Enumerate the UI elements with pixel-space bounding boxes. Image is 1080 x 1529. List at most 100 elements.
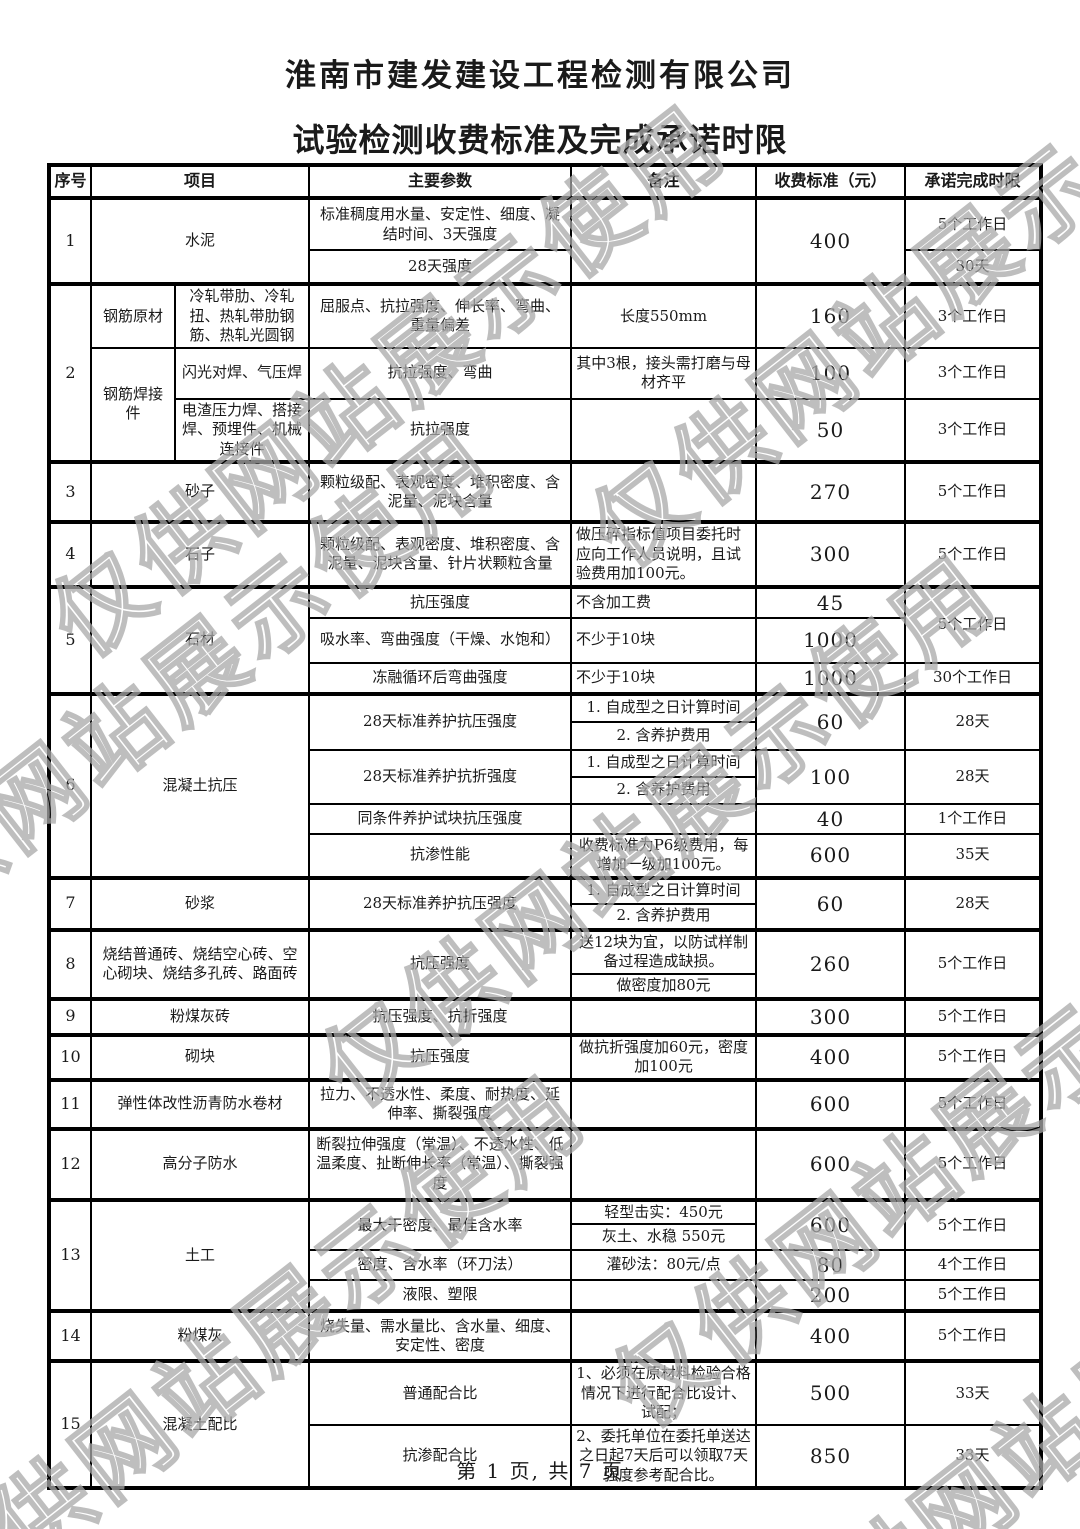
cell-param: 密度、含水率（环刀法）	[308, 1249, 573, 1281]
table-row: 2. 含养护费用	[49, 720, 1041, 751]
page-number: 第 1 页, 共 7 页	[456, 1459, 624, 1483]
cell-time: 30个工作日	[904, 661, 1043, 695]
table-row: 10 砌块 抗压强度 做抗折强度加60元，密度加100元 400 5个工作日	[48, 1032, 1043, 1081]
cell-no: 5	[48, 584, 92, 695]
table-row: 同条件养护试块抗压强度 40 1个工作日	[49, 802, 1043, 835]
cell-note-empty	[570, 1077, 758, 1130]
cell-item: 砌块	[89, 1032, 311, 1081]
cell-item: 弹性体改性沥青防水卷材	[89, 1077, 311, 1130]
cell-fee: 100	[755, 346, 907, 400]
table-row: 3 砂子 颗粒级配、表观密度、堆积密度、含泥量、泥块含量 270 5个工作日	[48, 460, 1043, 523]
cell-note: 不少于10块	[570, 661, 758, 695]
cell-fee: 300	[755, 520, 907, 588]
table-row: 抗渗性能 收费标准为P6级费用，每增加一级加100元。 600 35天	[49, 832, 1043, 879]
col-header-fee: 收费标准（元）	[755, 164, 907, 199]
cell-item-sub: 闪光对焊、气压焊	[173, 346, 311, 400]
cell-item: 混凝土抗压	[89, 691, 311, 879]
table-row: 8 烧结普通砖、烧结空心砖、空心砌块、烧结多孔砖、路面砖 抗压强度 送12块为宜…	[48, 927, 1043, 1000]
cell-note: 做抗折强度加60元，密度加100元	[570, 1032, 758, 1081]
cell-no: 15	[48, 1359, 92, 1489]
table-row: 1 水泥 标准稠度用水量、安定性、细度、凝结时间、3天强度 400 5个工作日	[48, 196, 1043, 285]
cell-time: 5个工作日	[904, 1197, 1043, 1251]
cell-fee: 400	[755, 1309, 907, 1362]
cell-time: 5个工作日	[904, 584, 1043, 664]
table-row: 28天强度 30天	[49, 249, 1043, 285]
cell-fee: 260	[755, 927, 907, 1000]
cell-fee: 60	[755, 691, 907, 751]
table-row: 液限、塑限 200 5个工作日	[49, 1279, 1043, 1312]
cell-time: 1个工作日	[904, 802, 1043, 835]
cell-item: 粉煤灰	[89, 1309, 311, 1362]
table-row: 9 粉煤灰砖 抗压强度、抗折强度 300 5个工作日	[48, 996, 1043, 1036]
cell-fee: 270	[755, 460, 907, 523]
header-row: 序号 项目 主要参数 备注 收费标准（元） 承诺完成时限	[48, 164, 1043, 199]
cell-fee: 160	[755, 282, 907, 349]
cell-fee: 850	[755, 1423, 907, 1489]
cell-note-empty	[570, 196, 758, 285]
cell-no: 2	[48, 282, 92, 463]
cell-note: 长度550mm	[570, 282, 758, 349]
cell-fee: 600	[755, 832, 907, 879]
cell-note: 其中3根，接头需打磨与母材齐平	[570, 346, 758, 400]
cell-param: 颗粒级配、表观密度、堆积密度、含泥量、泥块含量	[308, 460, 573, 523]
cell-time: 5个工作日	[904, 196, 1043, 251]
cell-param: 烧失量、需水量比、含水量、细度、安定性、密度	[308, 1309, 573, 1362]
cell-no: 7	[48, 875, 92, 931]
cell-param: 同条件养护试块抗压强度	[308, 802, 573, 835]
table-row: 2. 含养护费用	[49, 775, 1041, 805]
cell-param: 抗压强度、抗折强度	[308, 996, 573, 1036]
cell-param: 28天标准养护抗折强度	[308, 748, 573, 805]
table-row: 7 砂浆 28天标准养护抗压强度 1. 自成型之日计算时间 60 28天	[48, 875, 1043, 931]
cell-time: 5个工作日	[904, 1309, 1043, 1362]
cell-time: 5个工作日	[904, 460, 1043, 523]
cell-param: 抗压强度	[308, 927, 573, 1000]
cell-time: 5个工作日	[904, 1077, 1043, 1130]
table-row: 冻融循环后弯曲强度 不少于10块 1000 30个工作日	[49, 661, 1043, 695]
cell-note: 做压碎指标值项目委托时应向工作人员说明，且试验费用加100元。	[570, 520, 758, 588]
cell-param: 抗压强度	[308, 1032, 573, 1081]
cell-time: 5个工作日	[904, 1279, 1043, 1312]
cell-note-empty	[570, 802, 758, 835]
cell-no: 10	[48, 1032, 92, 1081]
cell-no: 1	[48, 196, 92, 285]
cell-fee: 50	[755, 397, 907, 463]
cell-note: 2. 含养护费用	[570, 902, 758, 931]
cell-param: 抗拉强度	[308, 397, 573, 463]
cell-item: 混凝土配比	[89, 1359, 311, 1489]
cell-note-empty	[570, 1309, 758, 1362]
cell-time: 28天	[904, 875, 1043, 931]
table-row: 12 高分子防水 断裂拉伸强度（常温）、不透水性、低温柔度、扯断伸长率（常温）、…	[48, 1126, 1043, 1201]
cell-note-empty	[570, 1279, 758, 1312]
cell-time: 5个工作日	[904, 520, 1043, 588]
cell-fee: 1000	[755, 616, 907, 664]
cell-param: 抗压强度	[308, 584, 573, 619]
cell-note: 1. 自成型之日计算时间	[570, 691, 758, 723]
table-row: 11 弹性体改性沥青防水卷材 拉力、不透水性、柔度、耐热度、延伸率、撕裂强度 6…	[48, 1077, 1043, 1130]
cell-param: 28天标准养护抗压强度	[308, 875, 573, 931]
cell-fee: 400	[755, 196, 907, 285]
cell-item-sub: 冷轧带肋、冷轧扭、热轧带肋钢筋、热轧光圆钢	[173, 282, 311, 349]
table-row: 吸水率、弯曲强度（干燥、水饱和） 不少于10块 1000	[49, 616, 1041, 664]
cell-time: 35天	[904, 832, 1043, 879]
table-row: 5 石材 抗压强度 不含加工费 45 5个工作日	[48, 584, 1043, 695]
col-header-time: 承诺完成时限	[904, 164, 1043, 199]
cell-param: 颗粒级配、表观密度、堆积密度、含泥量、泥块含量、针片状颗粒含量	[308, 520, 573, 588]
cell-time: 30天	[904, 249, 1043, 285]
cell-param: 抗拉强度、弯曲	[308, 346, 573, 400]
cell-time: 3个工作日	[904, 282, 1043, 349]
cell-item: 水泥	[89, 196, 311, 285]
cell-note: 不含加工费	[570, 584, 758, 619]
cell-no: 14	[48, 1309, 92, 1362]
table-row: 密度、含水率（环刀法） 灌砂法：80元/点 80 4个工作日	[49, 1249, 1043, 1281]
cell-note: 灰土、水稳 550元	[570, 1223, 758, 1251]
col-header-item: 项目	[89, 164, 311, 199]
cell-item-group: 钢筋原材	[90, 282, 176, 349]
cell-time: 33天	[904, 1423, 1043, 1489]
cell-note-empty	[570, 1126, 758, 1201]
cell-no: 13	[48, 1197, 92, 1312]
title-block: 淮南市建发建设工程检测有限公司 试验检测收费标准及完成承诺时限	[0, 50, 1080, 161]
cell-fee: 600	[755, 1126, 907, 1201]
cell-time: 5个工作日	[904, 1032, 1043, 1081]
cell-item-group: 钢筋焊接件	[90, 346, 176, 463]
